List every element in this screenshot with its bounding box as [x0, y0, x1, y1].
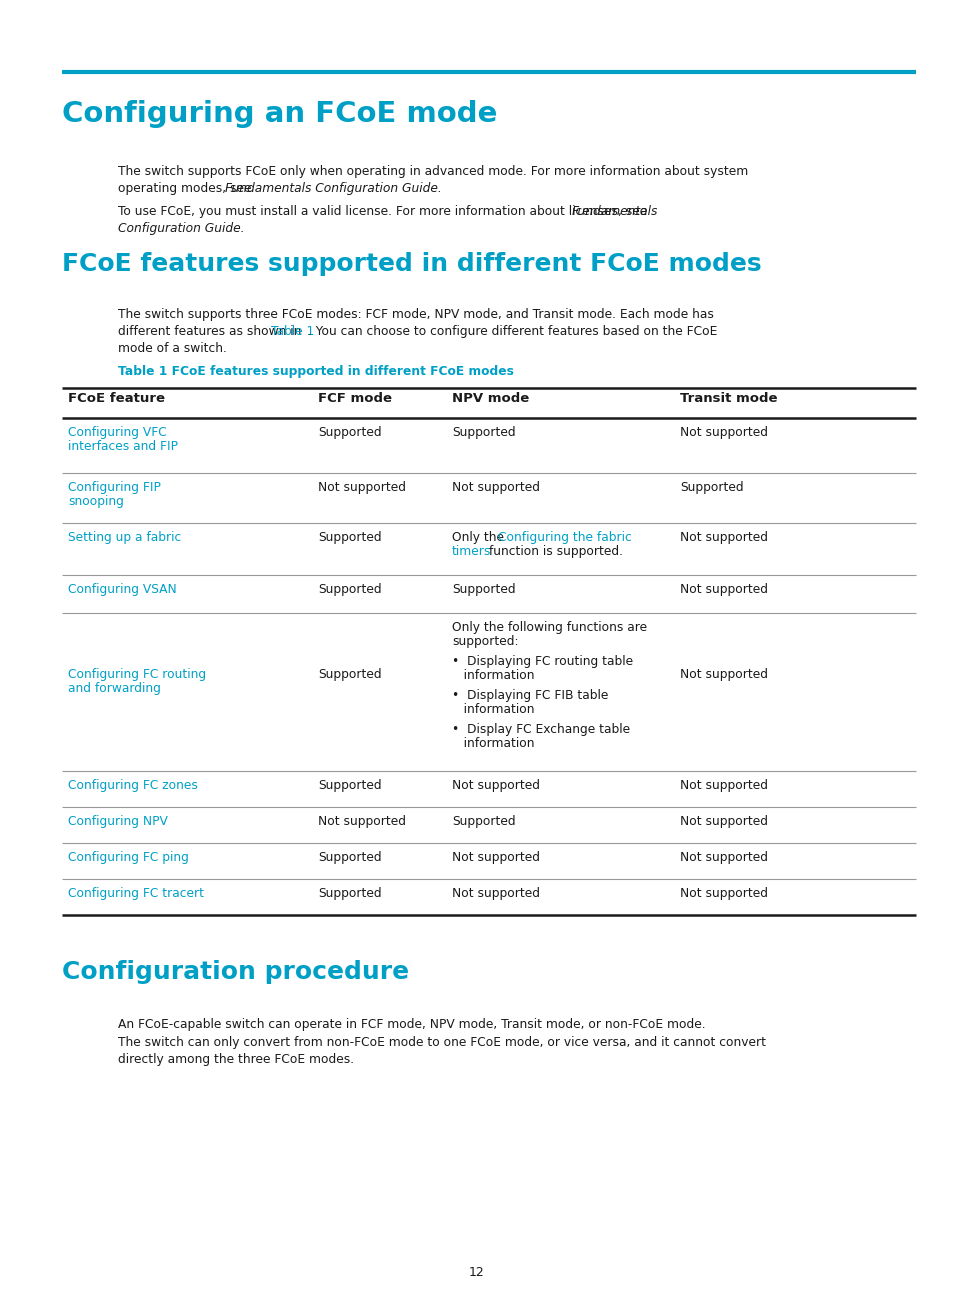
Text: Configuration Guide.: Configuration Guide.: [118, 222, 244, 235]
Text: The switch can only convert from non-FCoE mode to one FCoE mode, or vice versa, : The switch can only convert from non-FCo…: [118, 1036, 765, 1048]
Text: Configuring FC routing: Configuring FC routing: [68, 667, 206, 680]
Text: Not supported: Not supported: [679, 531, 767, 544]
Text: Supported: Supported: [317, 851, 381, 864]
Text: Configuring FC ping: Configuring FC ping: [68, 851, 189, 864]
Text: Transit mode: Transit mode: [679, 391, 777, 404]
Text: Configuring the fabric: Configuring the fabric: [497, 531, 631, 544]
Text: Configuring an FCoE mode: Configuring an FCoE mode: [62, 100, 497, 128]
Text: function is supported.: function is supported.: [484, 546, 622, 559]
Text: Setting up a fabric: Setting up a fabric: [68, 531, 181, 544]
Text: Not supported: Not supported: [679, 815, 767, 828]
Text: supported:: supported:: [452, 635, 518, 648]
Text: Only the following functions are: Only the following functions are: [452, 621, 646, 634]
Text: 12: 12: [469, 1266, 484, 1279]
Text: operating modes, see: operating modes, see: [118, 181, 255, 194]
Text: different features as shown in: different features as shown in: [118, 325, 305, 338]
Text: An FCoE-capable switch can operate in FCF mode, NPV mode, Transit mode, or non-F: An FCoE-capable switch can operate in FC…: [118, 1017, 705, 1032]
Text: Configuring FC zones: Configuring FC zones: [68, 779, 197, 792]
Text: Supported: Supported: [452, 426, 515, 439]
Text: Not supported: Not supported: [452, 779, 539, 792]
Text: information: information: [452, 669, 534, 682]
Text: timers: timers: [452, 546, 491, 559]
Text: The switch supports three FCoE modes: FCF mode, NPV mode, and Transit mode. Each: The switch supports three FCoE modes: FC…: [118, 308, 713, 321]
Text: Configuring FC tracert: Configuring FC tracert: [68, 886, 204, 899]
Text: Supported: Supported: [317, 531, 381, 544]
Text: Not supported: Not supported: [452, 481, 539, 494]
Text: Not supported: Not supported: [679, 851, 767, 864]
Text: Supported: Supported: [679, 481, 742, 494]
Text: mode of a switch.: mode of a switch.: [118, 342, 227, 355]
Text: Not supported: Not supported: [679, 667, 767, 680]
Text: FCoE feature: FCoE feature: [68, 391, 165, 404]
Text: Configuring VFC: Configuring VFC: [68, 426, 167, 439]
Text: NPV mode: NPV mode: [452, 391, 529, 404]
Text: Fundamentals Configuration Guide.: Fundamentals Configuration Guide.: [225, 181, 441, 194]
Text: Configuring VSAN: Configuring VSAN: [68, 583, 176, 596]
Text: FCoE features supported in different FCoE modes: FCoE features supported in different FCo…: [62, 251, 760, 276]
Text: •  Displaying FC FIB table: • Displaying FC FIB table: [452, 689, 608, 702]
Text: directly among the three FCoE modes.: directly among the three FCoE modes.: [118, 1052, 354, 1067]
Text: Table 1 FCoE features supported in different FCoE modes: Table 1 FCoE features supported in diffe…: [118, 365, 514, 378]
Text: Not supported: Not supported: [679, 426, 767, 439]
Text: Not supported: Not supported: [317, 481, 406, 494]
Text: information: information: [452, 737, 534, 750]
Text: Configuration procedure: Configuration procedure: [62, 960, 409, 984]
Text: . You can choose to configure different features based on the FCoE: . You can choose to configure different …: [308, 325, 717, 338]
Text: Supported: Supported: [452, 815, 515, 828]
Text: Not supported: Not supported: [317, 815, 406, 828]
Text: Fundamentals: Fundamentals: [572, 205, 658, 218]
Text: Supported: Supported: [317, 667, 381, 680]
Text: Table 1: Table 1: [271, 325, 314, 338]
Text: •  Displaying FC routing table: • Displaying FC routing table: [452, 654, 633, 667]
Text: Configuring FIP: Configuring FIP: [68, 481, 161, 494]
Text: Configuring NPV: Configuring NPV: [68, 815, 168, 828]
Text: Supported: Supported: [317, 583, 381, 596]
Text: FCF mode: FCF mode: [317, 391, 392, 404]
Text: information: information: [452, 702, 534, 715]
Text: and forwarding: and forwarding: [68, 682, 161, 695]
Text: The switch supports FCoE only when operating in advanced mode. For more informat: The switch supports FCoE only when opera…: [118, 165, 747, 178]
Text: Not supported: Not supported: [452, 851, 539, 864]
Text: Supported: Supported: [317, 426, 381, 439]
Text: Only the: Only the: [452, 531, 507, 544]
Text: interfaces and FIP: interfaces and FIP: [68, 441, 178, 454]
Text: To use FCoE, you must install a valid license. For more information about licens: To use FCoE, you must install a valid li…: [118, 205, 651, 218]
Text: Not supported: Not supported: [452, 886, 539, 899]
Text: Not supported: Not supported: [679, 886, 767, 899]
Text: Not supported: Not supported: [679, 779, 767, 792]
Text: snooping: snooping: [68, 495, 124, 508]
Text: Supported: Supported: [317, 779, 381, 792]
Text: Supported: Supported: [452, 583, 515, 596]
Text: Supported: Supported: [317, 886, 381, 899]
Text: •  Display FC Exchange table: • Display FC Exchange table: [452, 723, 630, 736]
Text: Not supported: Not supported: [679, 583, 767, 596]
